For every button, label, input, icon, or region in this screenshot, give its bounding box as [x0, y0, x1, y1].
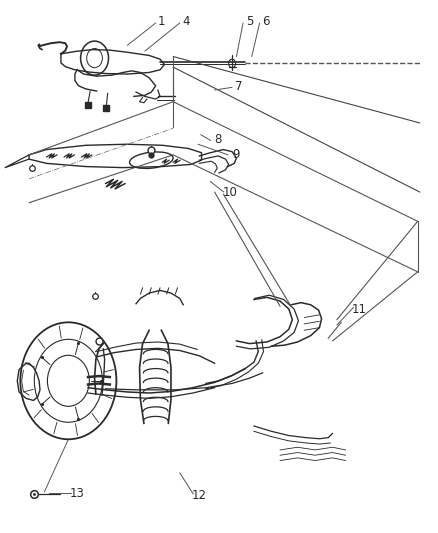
Text: 10: 10 [223, 185, 237, 199]
Text: 7: 7 [235, 80, 242, 93]
Text: 1: 1 [158, 15, 165, 28]
Text: 12: 12 [192, 489, 207, 502]
Text: 11: 11 [352, 303, 367, 316]
Text: 8: 8 [215, 133, 222, 147]
Text: 4: 4 [183, 15, 190, 28]
Text: 9: 9 [232, 148, 239, 161]
Text: 6: 6 [262, 15, 269, 28]
Text: 13: 13 [70, 487, 85, 500]
Text: 5: 5 [246, 15, 253, 28]
